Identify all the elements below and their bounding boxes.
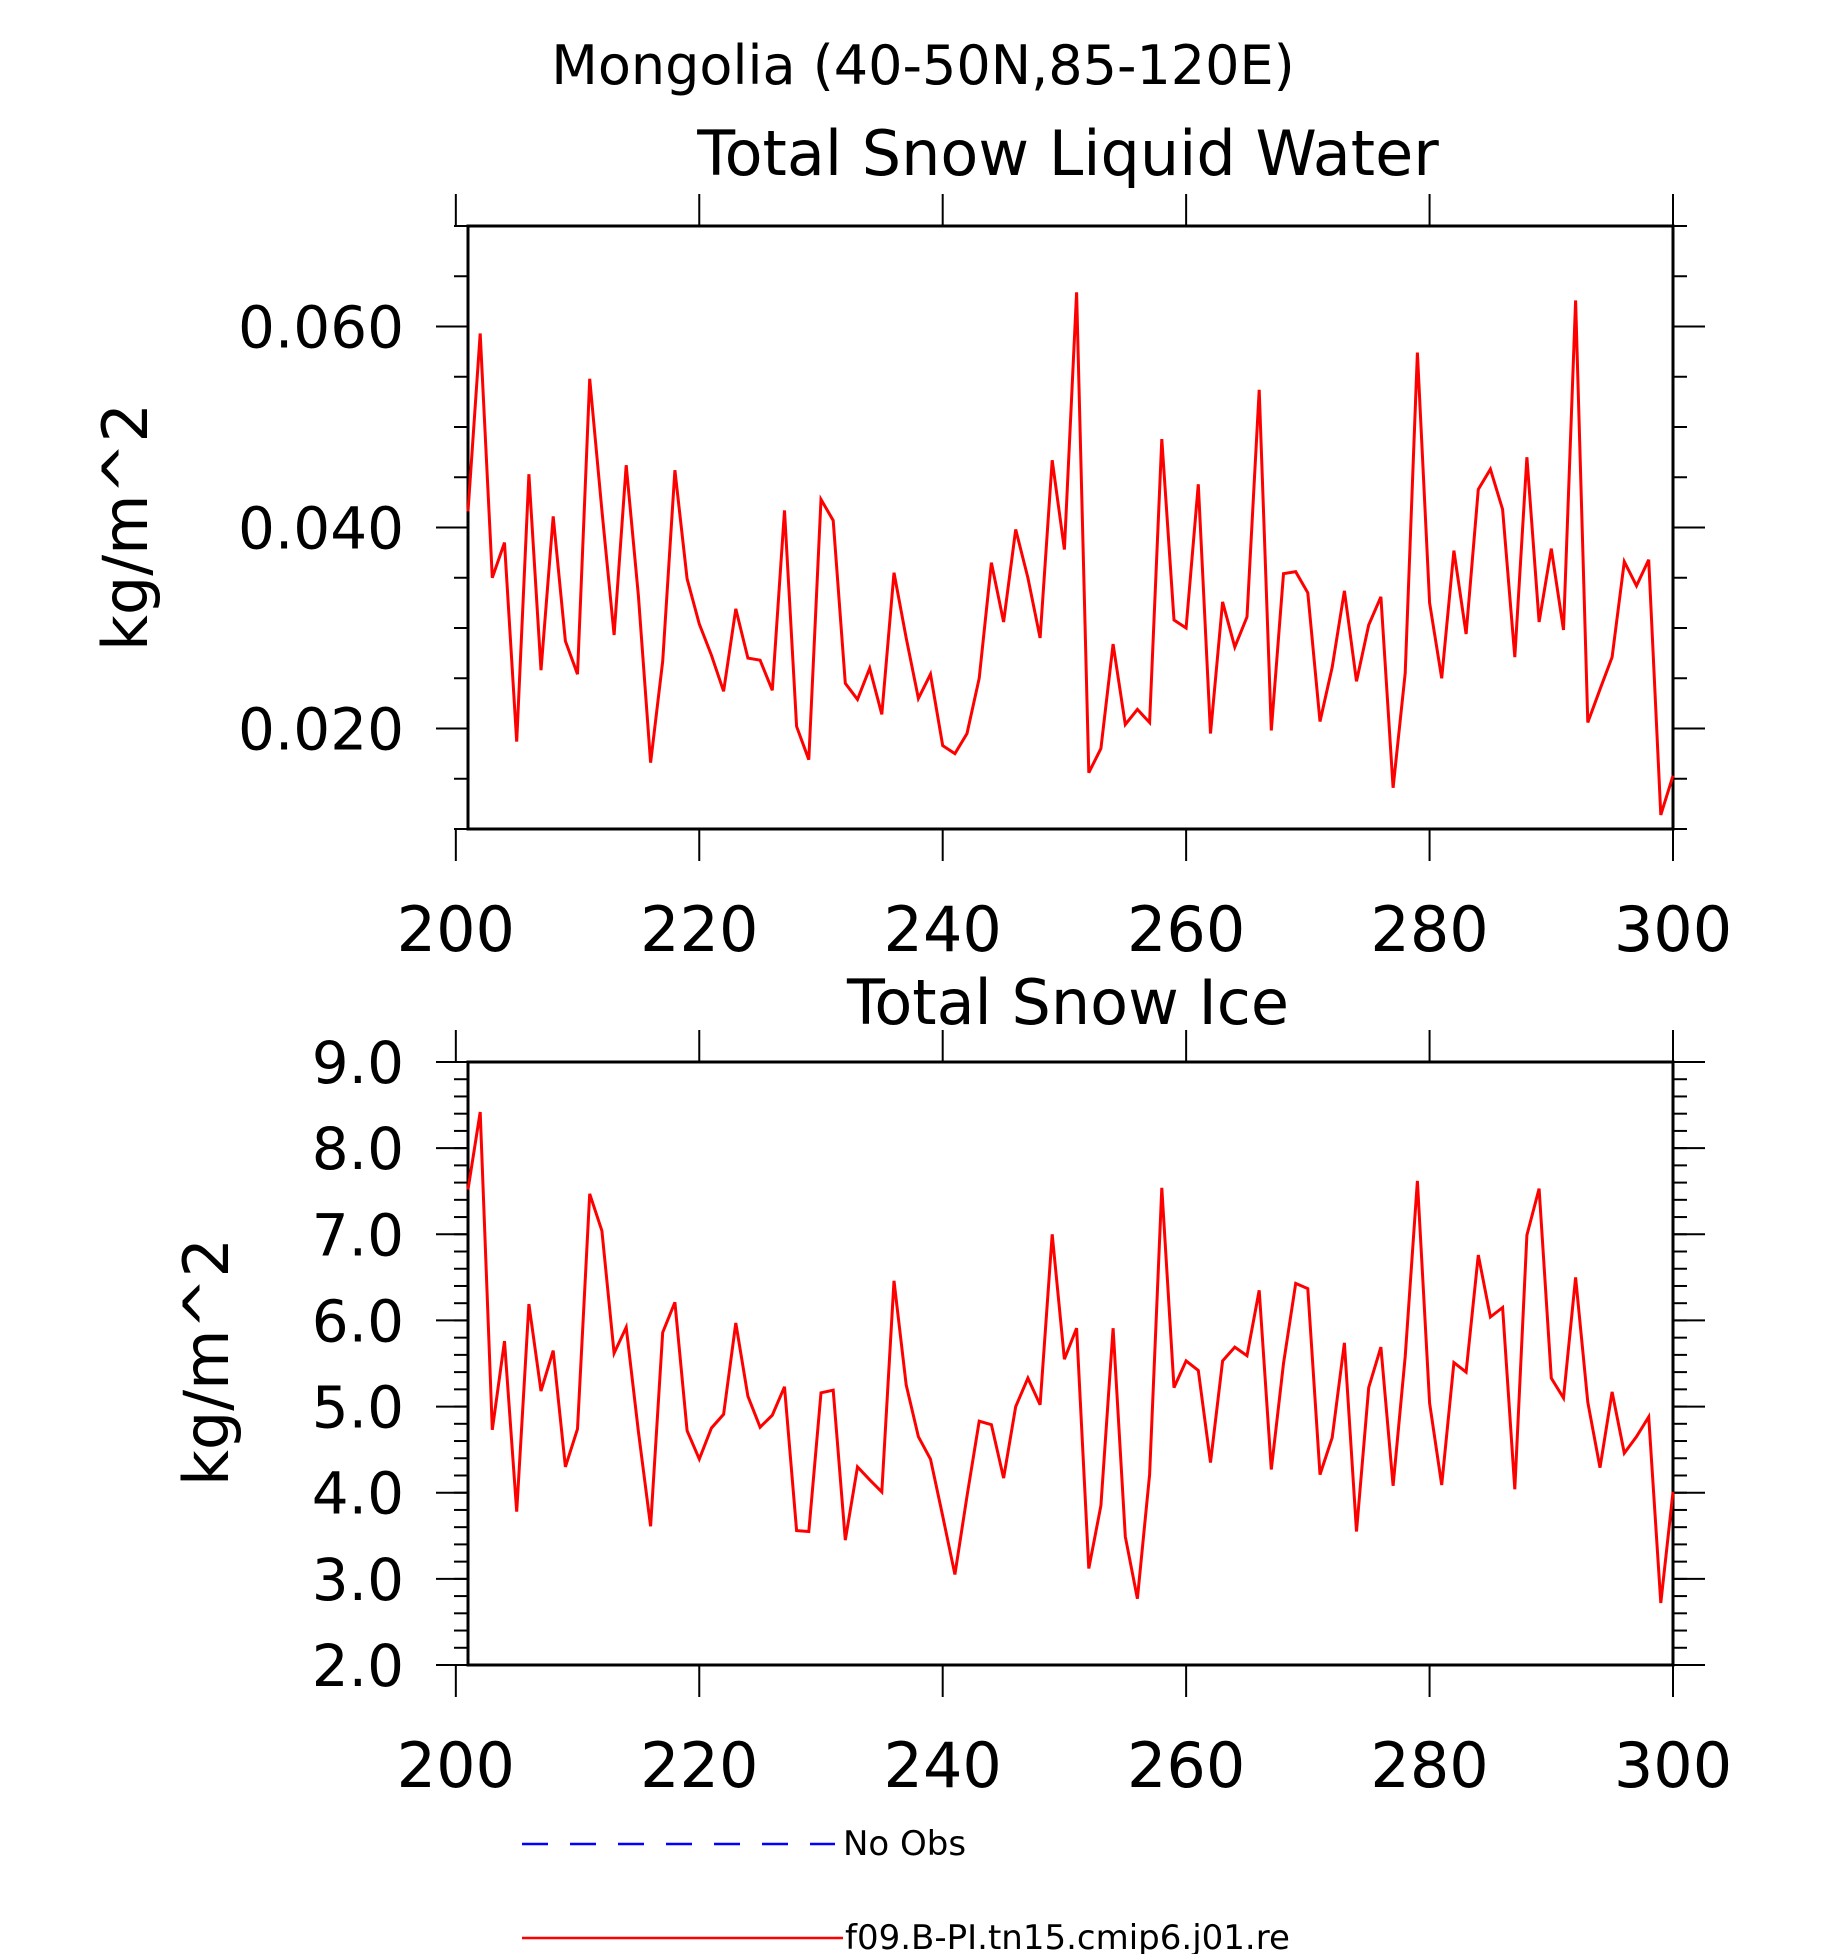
x-tick-label: 220	[640, 893, 758, 966]
y-tick-label: 5.0	[312, 1374, 404, 1442]
panel-title: Total Snow Liquid Water	[696, 117, 1439, 190]
series-line-model	[466, 1111, 1675, 1604]
panel-snow-ice: Total Snow Ice 200 220 240 260 280 300 2.0 3.0 4…	[170, 966, 1732, 1802]
x-tick-label: 300	[1614, 893, 1732, 966]
legend: No Obs f09.B-PI.tn15.cmip6.j01.re	[522, 1824, 1290, 1954]
x-tick-label: 260	[1127, 1729, 1245, 1802]
y-tick-label: 6.0	[312, 1287, 404, 1355]
y-axis-label: kg/m^2	[170, 1238, 243, 1486]
panel-title: Total Snow Ice	[846, 966, 1289, 1039]
y-tick-label: 3.0	[312, 1546, 404, 1614]
x-tick-label: 280	[1370, 1729, 1488, 1802]
y-tick-label: 2.0	[312, 1632, 404, 1700]
series-line-model	[466, 292, 1675, 816]
x-tick-label: 200	[397, 1729, 515, 1802]
x-tick-label: 240	[884, 1729, 1002, 1802]
y-axis-label: kg/m^2	[89, 403, 162, 651]
y-tick-label: 0.020	[238, 696, 404, 764]
x-tick-label: 200	[397, 893, 515, 966]
legend-label-model: f09.B-PI.tn15.cmip6.j01.re	[845, 1918, 1290, 1954]
legend-label-no-obs: No Obs	[843, 1824, 966, 1864]
y-tick-label: 0.040	[238, 495, 404, 563]
x-tick-label: 260	[1127, 893, 1245, 966]
y-tick-label: 4.0	[312, 1460, 404, 1528]
x-tick-label: 240	[884, 893, 1002, 966]
figure-title: Mongolia (40-50N,85-120E)	[551, 34, 1294, 97]
x-tick-label: 220	[640, 1729, 758, 1802]
plot-frame	[466, 1060, 1675, 1667]
x-tick-label: 300	[1614, 1729, 1732, 1802]
x-tick-label: 280	[1370, 893, 1488, 966]
y-tick-label: 8.0	[312, 1115, 404, 1183]
y-tick-label: 0.060	[238, 294, 404, 362]
y-tick-label: 7.0	[312, 1201, 404, 1269]
y-tick-label: 9.0	[312, 1029, 404, 1097]
panel-snow-liquid-water: Total Snow Liquid Water 200 220 240 260 280 3…	[89, 117, 1732, 966]
